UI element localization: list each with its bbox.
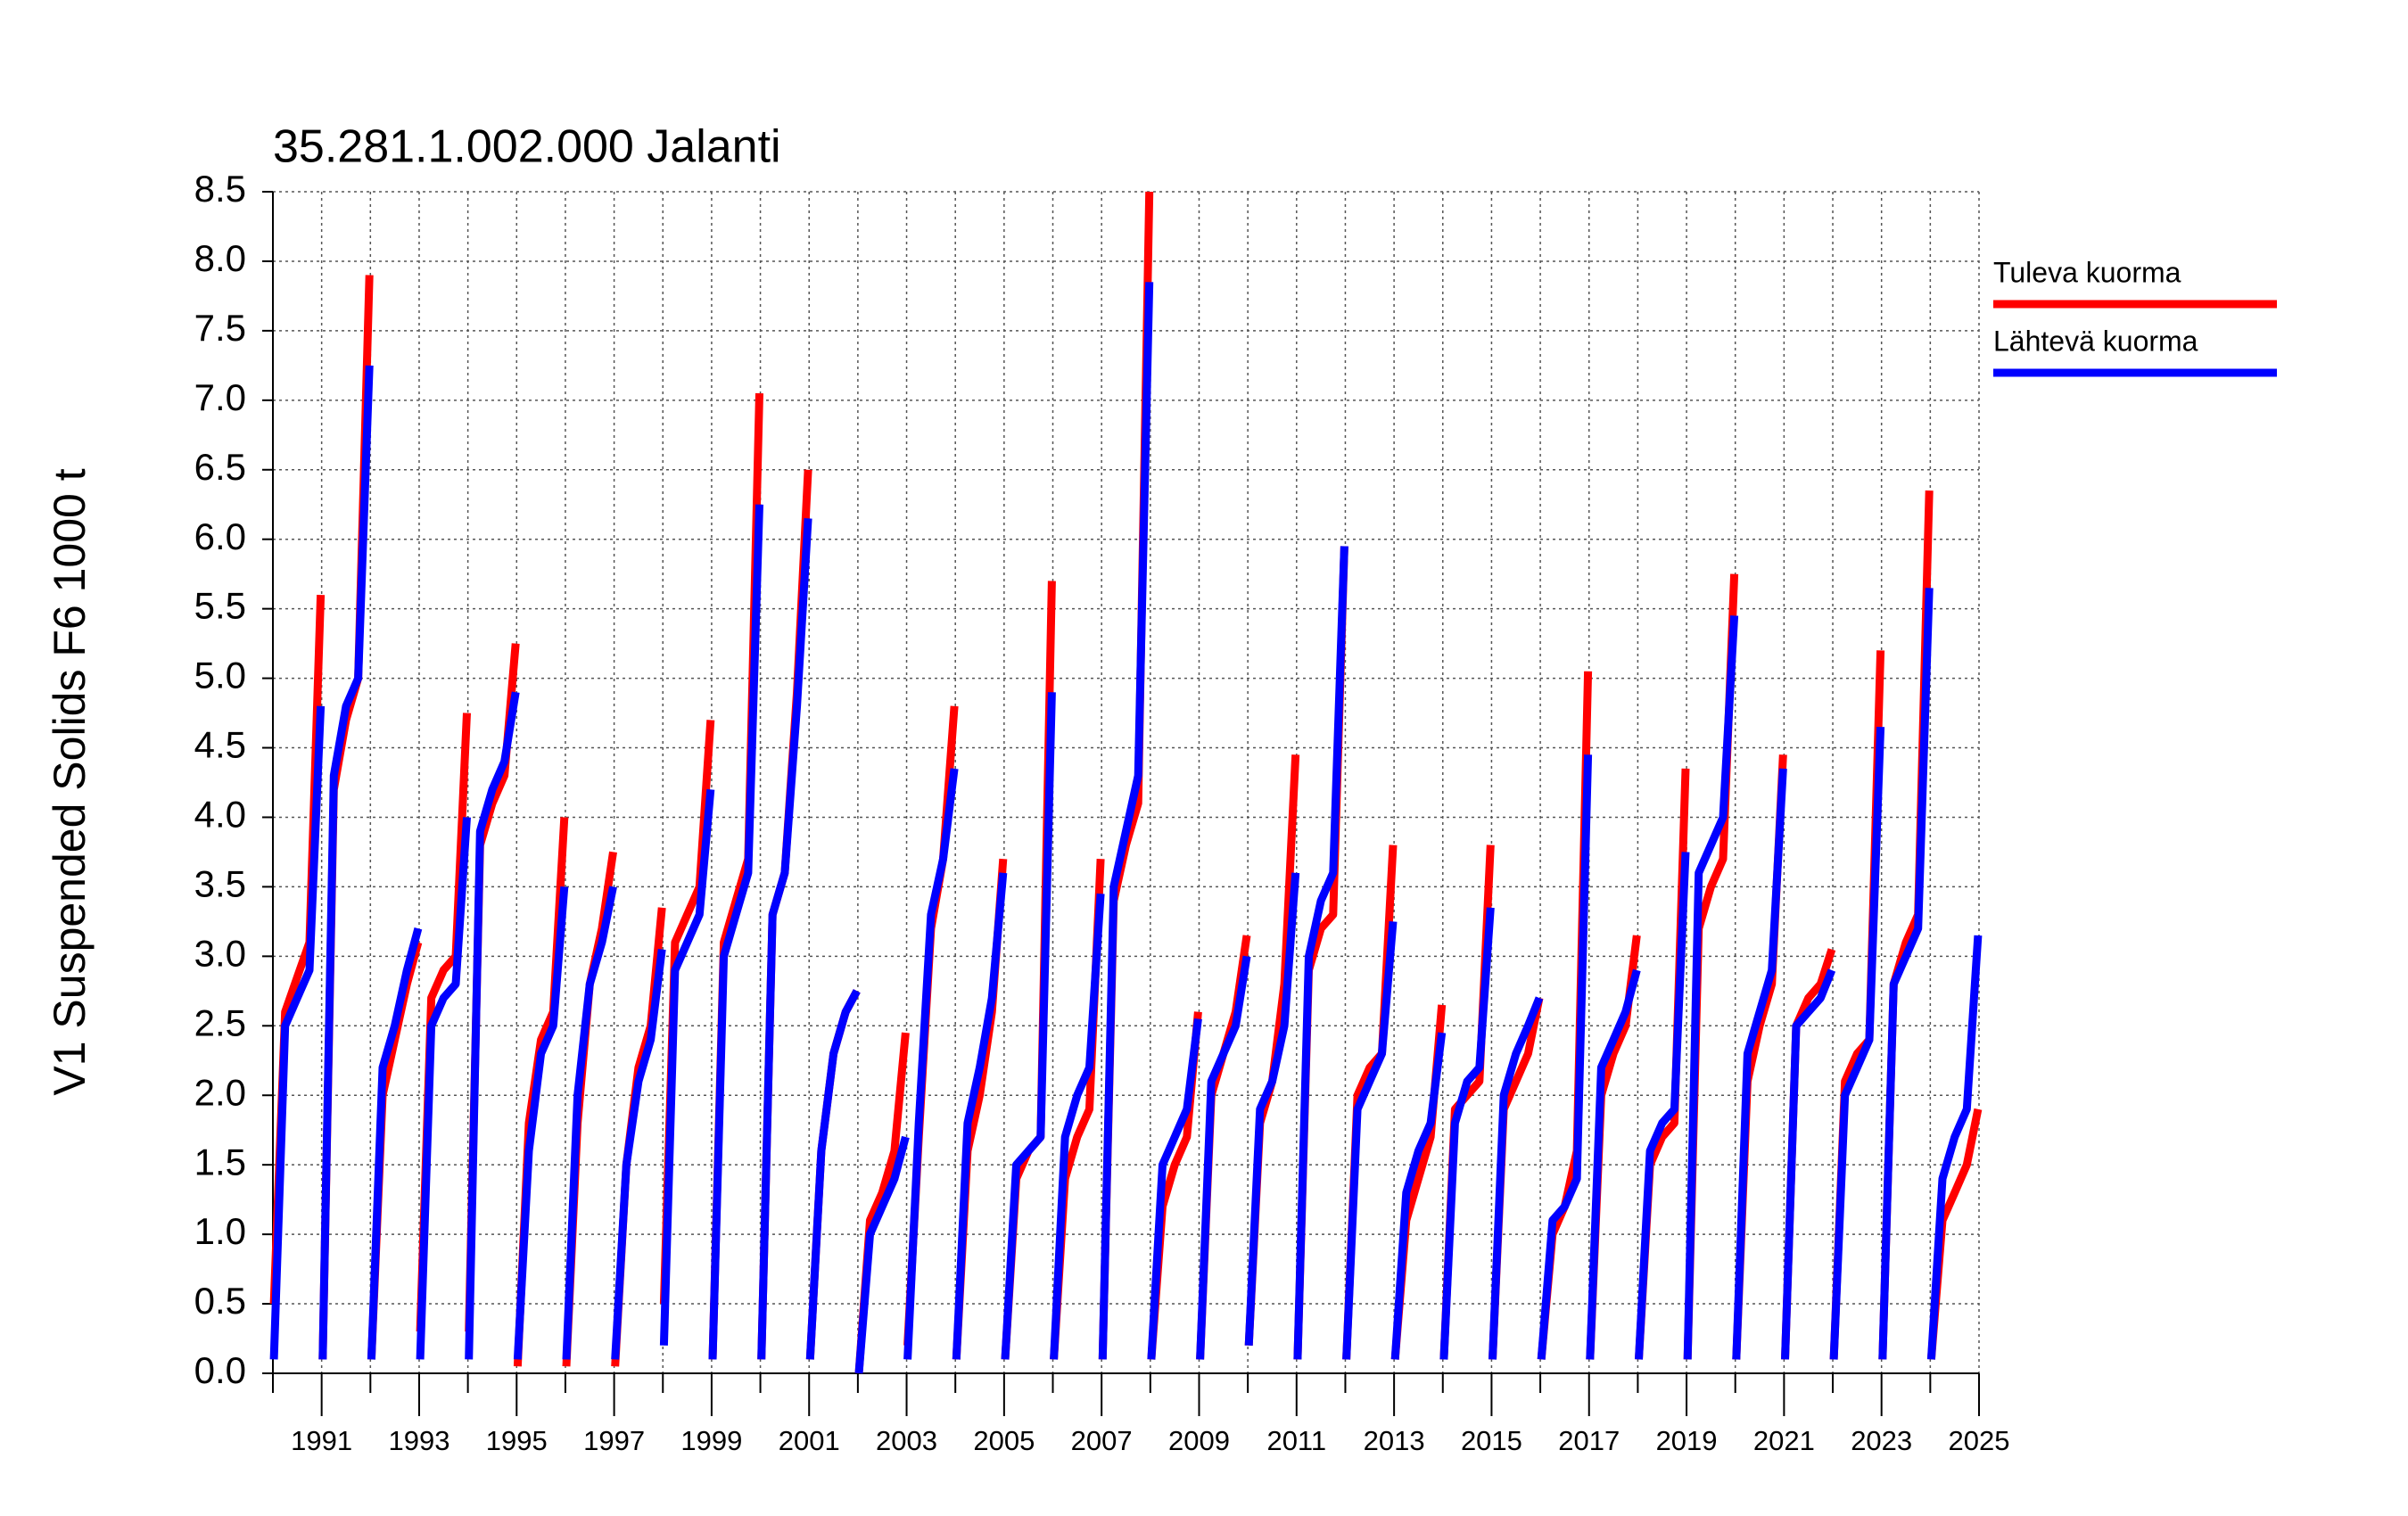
x-tick-label: 1993 xyxy=(388,1425,449,1456)
x-tick-label: 2007 xyxy=(1071,1425,1133,1456)
x-tick-label: 2023 xyxy=(1851,1425,1912,1456)
y-tick-label: 6.5 xyxy=(194,446,246,488)
y-tick-label: 7.5 xyxy=(194,307,246,349)
y-tick-label: 8.0 xyxy=(194,237,246,279)
x-tick-label: 2021 xyxy=(1753,1425,1815,1456)
y-tick-label: 7.0 xyxy=(194,376,246,418)
x-tick-label: 2015 xyxy=(1461,1425,1522,1456)
x-tick-label: 2003 xyxy=(876,1425,937,1456)
x-tick-label: 2001 xyxy=(779,1425,840,1456)
y-tick-label: 2.5 xyxy=(194,1001,246,1043)
y-tick-label: 5.0 xyxy=(194,655,246,696)
y-tick-label: 3.5 xyxy=(194,863,246,905)
y-axis-label: V1 Suspended Solids F6 1000 t xyxy=(45,468,95,1095)
x-tick-label: 2019 xyxy=(1656,1425,1718,1456)
y-tick-label: 2.0 xyxy=(194,1071,246,1113)
y-tick-label: 8.5 xyxy=(194,168,246,210)
y-tick-label: 0.0 xyxy=(194,1349,246,1391)
x-tick-label: 2013 xyxy=(1364,1425,1425,1456)
chart-title: 35.281.1.002.000 Jalanti xyxy=(273,121,781,173)
y-tick-label: 6.0 xyxy=(194,515,246,557)
x-tick-label: 1991 xyxy=(291,1425,352,1456)
y-tick-label: 3.0 xyxy=(194,932,246,974)
y-tick-label: 5.5 xyxy=(194,585,246,627)
y-tick-label: 0.5 xyxy=(194,1280,246,1322)
x-tick-label: 1995 xyxy=(486,1425,548,1456)
legend-label: Lähtevä kuorma xyxy=(1993,325,2198,357)
y-tick-label: 4.0 xyxy=(194,794,246,836)
x-tick-label: 2011 xyxy=(1266,1425,1326,1456)
x-tick-label: 2009 xyxy=(1168,1425,1230,1456)
x-tick-label: 2025 xyxy=(1949,1425,2010,1456)
x-tick-label: 1997 xyxy=(583,1425,645,1456)
series-line xyxy=(269,282,1983,1374)
y-tick-label: 1.0 xyxy=(194,1210,246,1252)
y-tick-label: 1.5 xyxy=(194,1141,246,1182)
y-tick-label: 4.5 xyxy=(194,724,246,766)
x-tick-label: 2017 xyxy=(1558,1425,1620,1456)
x-tick-label: 1999 xyxy=(680,1425,742,1456)
legend-label: Tuleva kuorma xyxy=(1993,256,2181,288)
x-tick-label: 2005 xyxy=(973,1425,1035,1456)
